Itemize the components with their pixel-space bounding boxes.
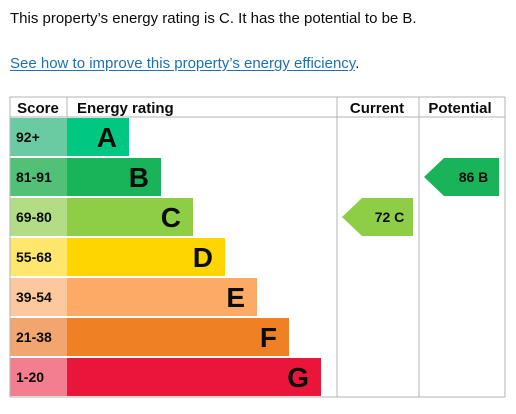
band-g-range: 1-20 bbox=[16, 369, 44, 385]
band-d-letter: D bbox=[193, 242, 213, 273]
improve-efficiency-link[interactable]: See how to improve this property’s energ… bbox=[10, 55, 356, 72]
band-g-bar bbox=[67, 358, 321, 396]
rating-summary: This property’s energy rating is C. It h… bbox=[10, 10, 417, 27]
header-current: Current bbox=[350, 100, 404, 117]
band-d-bar bbox=[67, 238, 225, 276]
band-a-bar bbox=[67, 118, 129, 156]
header-layer: Score Energy rating Current Potential bbox=[17, 100, 492, 117]
bands-layer: 92+ A 81-91 B 69-80 C 55-68 D 39-54 E 21-38 F 1-20 G bbox=[10, 118, 321, 396]
band-g-letter: G bbox=[287, 362, 309, 393]
band-f-bar bbox=[67, 318, 289, 356]
potential-marker bbox=[424, 158, 499, 196]
band-f-letter: F bbox=[260, 322, 277, 353]
band-f-range: 21-38 bbox=[16, 329, 52, 345]
current-marker-label: 72 C bbox=[375, 209, 405, 225]
band-c-letter: C bbox=[161, 202, 181, 233]
band-b-letter: B bbox=[129, 162, 149, 193]
improve-line: See how to improve this property’s energ… bbox=[10, 54, 359, 74]
band-c-bar bbox=[67, 198, 193, 236]
header-score: Score bbox=[17, 100, 59, 117]
header-potential: Potential bbox=[428, 100, 491, 117]
band-b-bar bbox=[67, 158, 161, 196]
current-marker bbox=[342, 198, 413, 236]
band-e-letter: E bbox=[226, 282, 245, 313]
band-a-range-cell bbox=[10, 118, 67, 156]
band-e-range-cell bbox=[10, 278, 67, 316]
band-d-range-cell bbox=[10, 238, 67, 276]
band-a-range: 92+ bbox=[16, 129, 40, 145]
band-c-range: 69-80 bbox=[16, 209, 52, 225]
band-g-range-cell bbox=[10, 358, 67, 396]
grid-layer bbox=[9, 96, 506, 398]
band-b-range-cell bbox=[10, 158, 67, 196]
band-e-bar bbox=[67, 278, 257, 316]
band-d-range: 55-68 bbox=[16, 249, 52, 265]
potential-marker-label: 86 B bbox=[459, 169, 489, 185]
band-a-letter: A bbox=[97, 122, 117, 153]
band-f-range-cell bbox=[10, 318, 67, 356]
band-e-range: 39-54 bbox=[16, 289, 52, 305]
band-b-range: 81-91 bbox=[16, 169, 52, 185]
markers-layer: 72 C 86 B bbox=[342, 158, 499, 236]
band-c-range-cell bbox=[10, 198, 67, 236]
improve-link-period: . bbox=[355, 55, 360, 72]
header-energy-rating: Energy rating bbox=[77, 100, 174, 117]
